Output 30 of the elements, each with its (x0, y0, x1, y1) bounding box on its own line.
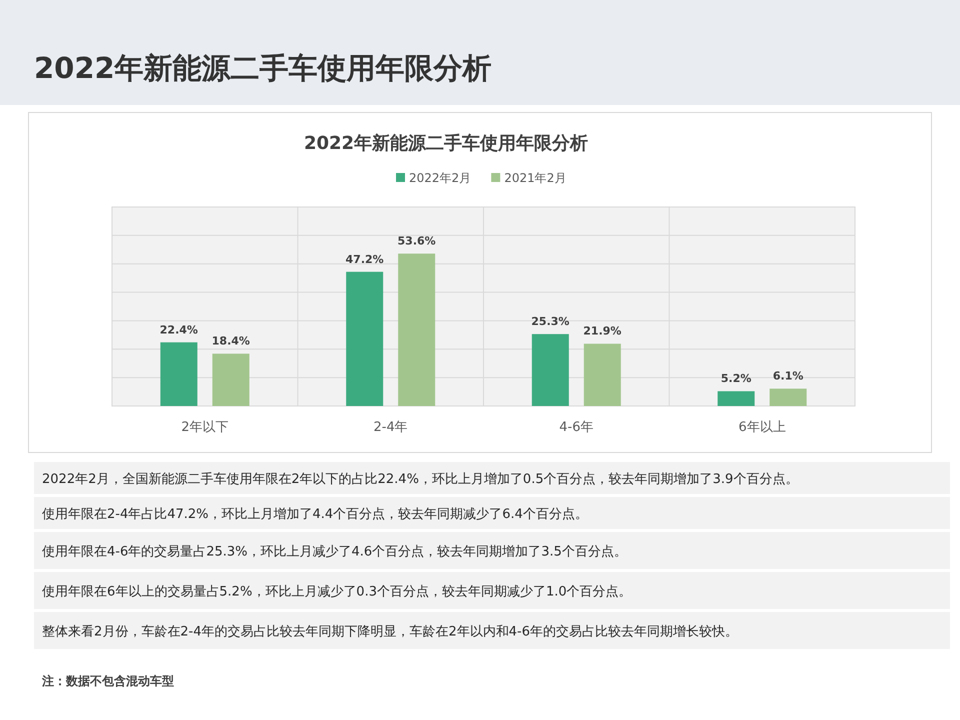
data-label: 25.3% (531, 315, 570, 328)
bar (718, 391, 755, 406)
bar (212, 354, 250, 406)
chart-title: 2022年新能源二手车使用年限分析 (304, 133, 588, 154)
x-tick-label: 2-4年 (374, 420, 408, 435)
data-label: 47.2% (346, 252, 384, 266)
text: 使用年限在6年以上的交易量占5.2%，环比上月减少了0.3个百分点，较去年同期减少了1.0个百分点。 (42, 584, 632, 600)
text: 2022年新能源二手车使用年限分析 (34, 51, 492, 85)
x-tick-label: 4-6年 (559, 420, 594, 435)
data-label: 6.1% (772, 370, 804, 383)
data-label: 21.9% (583, 324, 622, 338)
text: 整体来看2月份，车龄在2-4年的交易占比较去年同期下降明显，车龄在2年以内和4-6年的交易占比较去年同期增长较快。 (42, 624, 738, 640)
bar (160, 342, 198, 406)
legend-label: 2021年2月 (504, 171, 566, 185)
text: 注：数据不包含混动车型 (41, 674, 174, 688)
text: 使用年限在2-4年占比47.2%，环比上月增加了4.4个百分点，较去年同期减少了6.4个百分点。 (42, 507, 588, 522)
data-label: 18.4% (212, 334, 250, 348)
bar (770, 388, 807, 406)
bar (584, 344, 621, 406)
x-tick-label: 2年以下 (181, 420, 229, 435)
text: 使用年限在4-6年的交易量占25.3%，环比上月减少了4.6个百分点，较去年同期增加了3.5个百分点。 (42, 544, 627, 560)
text: 2022年2月，全国新能源二手车使用年限在2年以下的占比22.4%，环比上月增加了0.5个百分点，较去年同期增加了3.9个百分点。 (42, 472, 798, 487)
data-label: 5.2% (720, 372, 752, 386)
data-label: 22.4% (160, 323, 198, 336)
bar (398, 254, 436, 406)
bar (532, 334, 569, 406)
x-tick-label: 6年以上 (738, 420, 786, 435)
legend-label: 2022年2月 (409, 171, 472, 185)
data-label: 53.6% (398, 234, 436, 248)
bar (346, 272, 384, 406)
